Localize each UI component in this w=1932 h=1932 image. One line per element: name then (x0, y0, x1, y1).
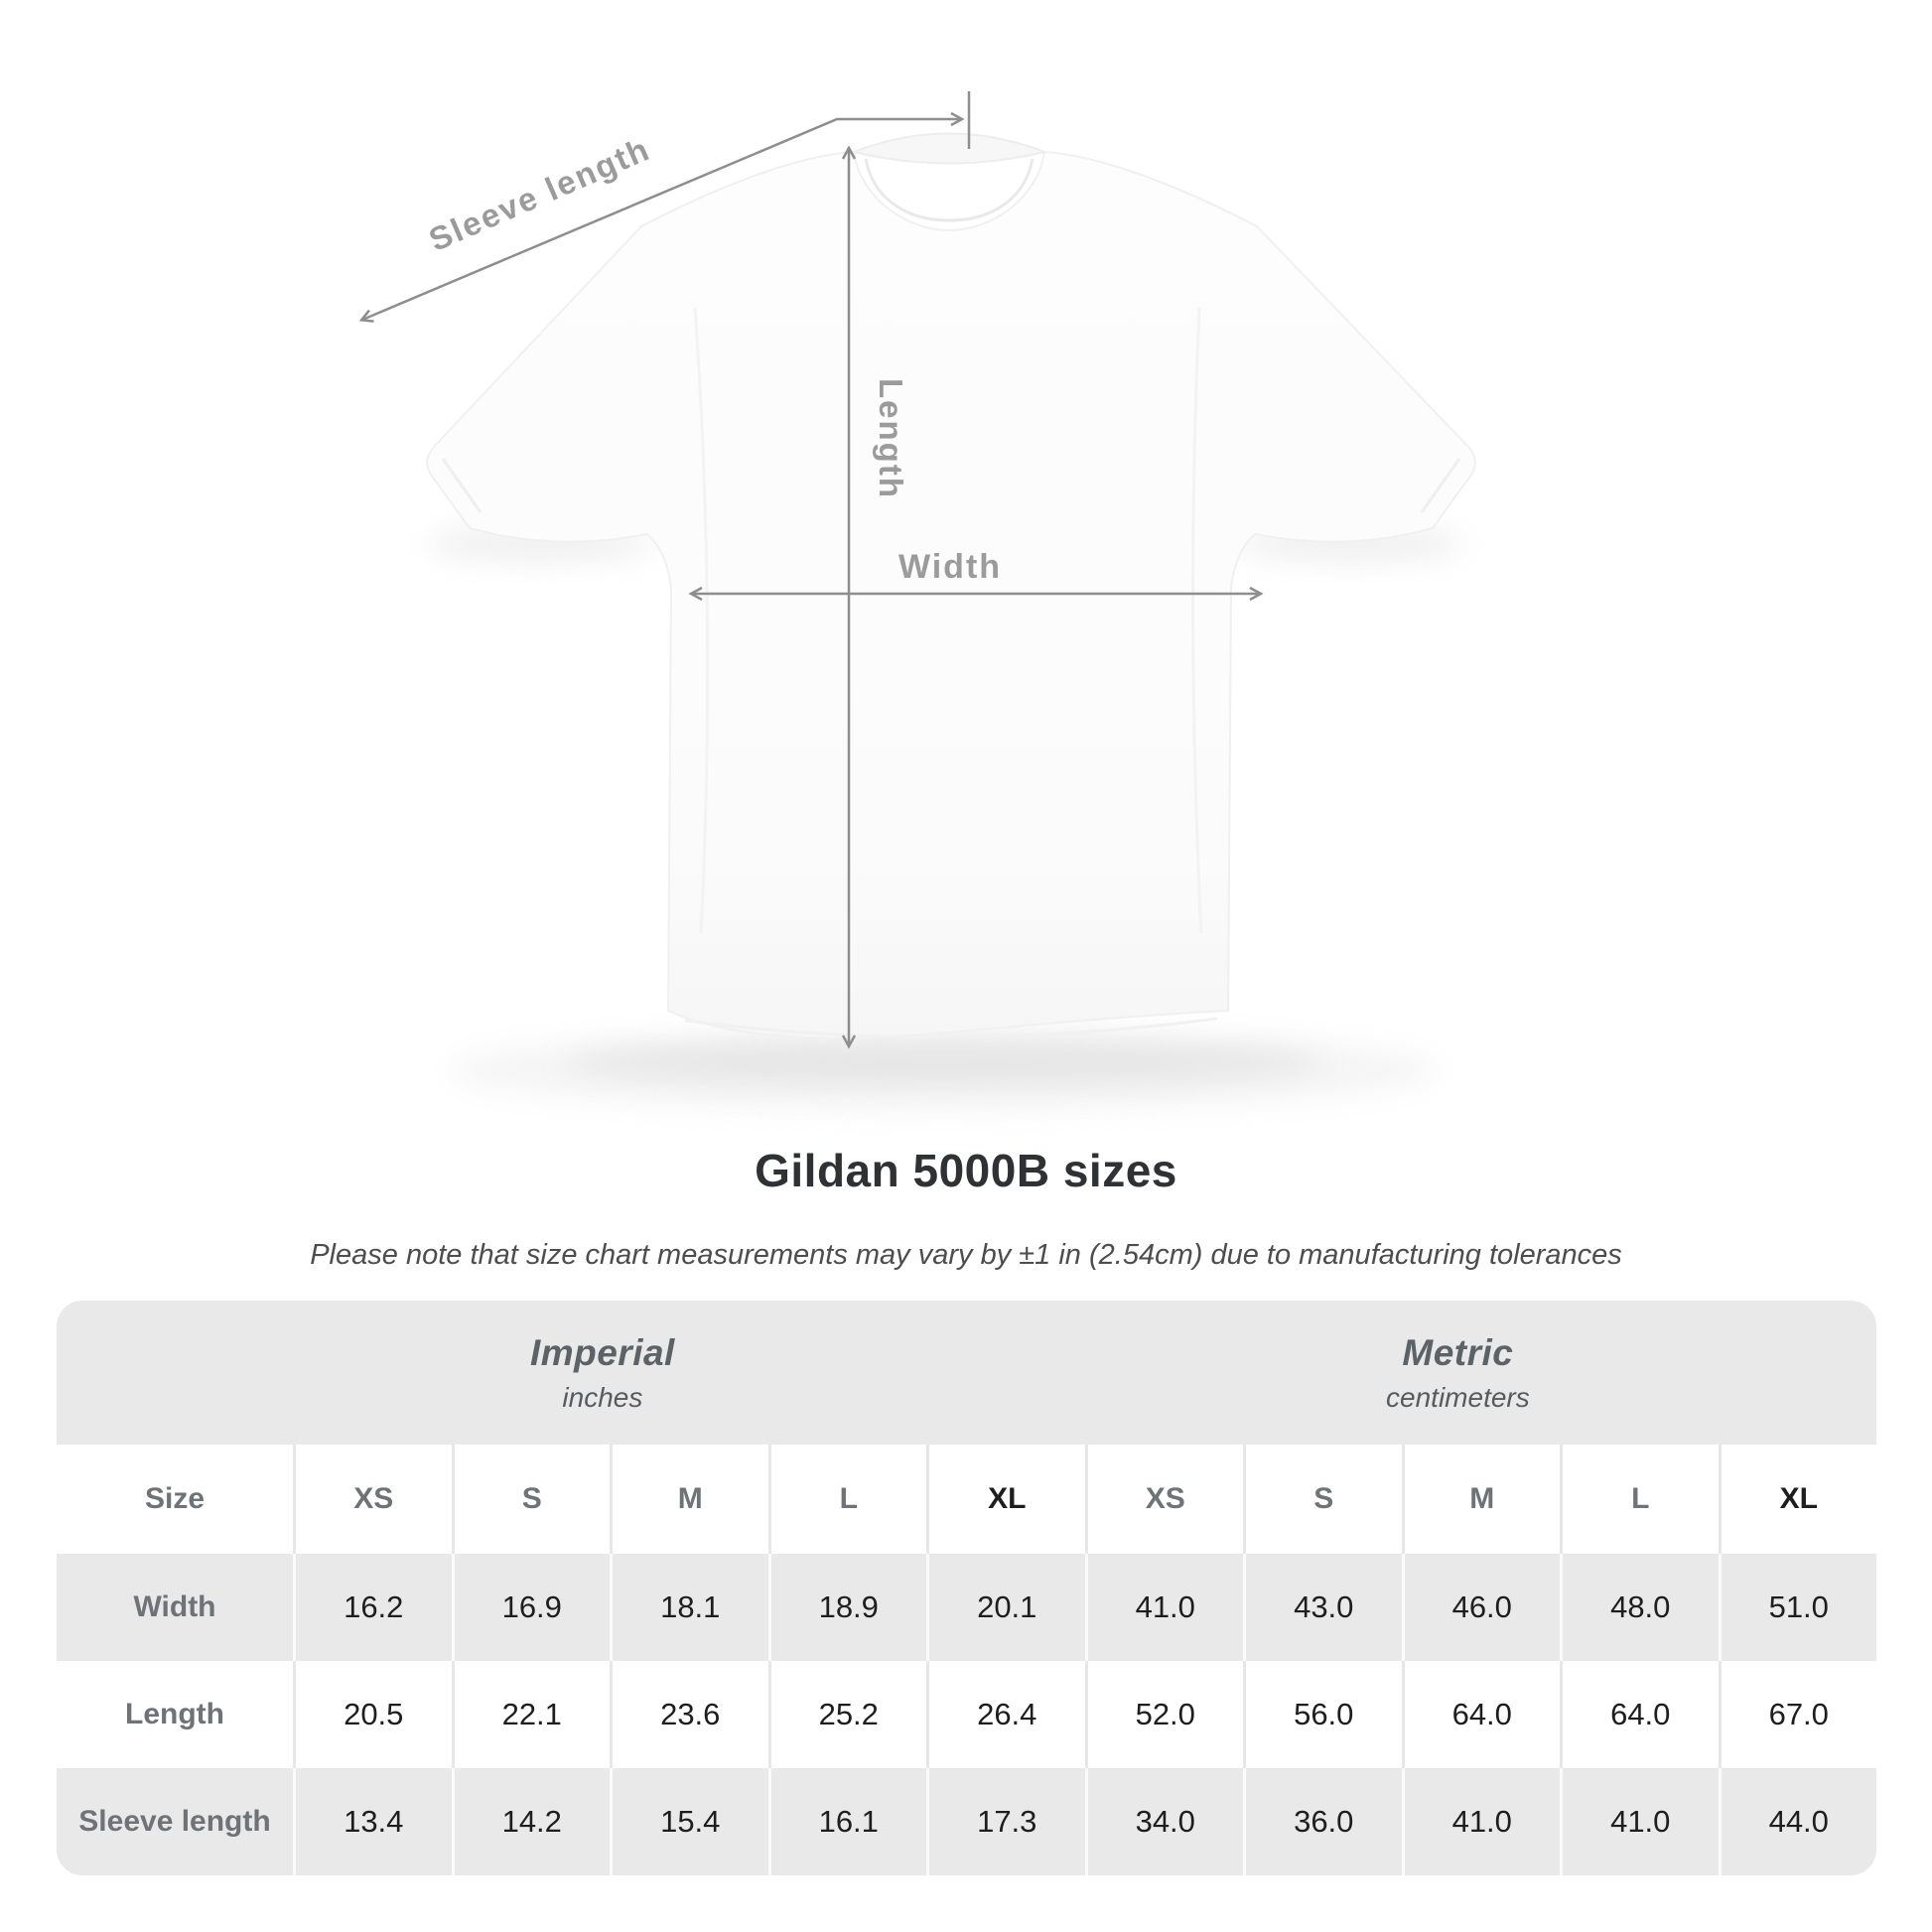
table-row-width: Width 16.2 16.9 18.1 18.9 20.1 41.0 43.0 46.0 48.… (57, 1554, 1876, 1661)
size-header-imperial-m: M (610, 1445, 768, 1554)
size-col-header: Size (144, 1482, 206, 1515)
table-row-length: Length 20.5 22.1 23.6 25.2 26.4 52.0 56.0 64.0 64… (57, 1661, 1876, 1768)
measurement-value: 64.0 (1560, 1661, 1719, 1768)
measurement-value: 44.0 (1718, 1768, 1877, 1875)
tshirt-body (426, 150, 1476, 1039)
width-label: Width (898, 548, 1002, 586)
unit-band: Imperial inches Metric centimeters (57, 1301, 1876, 1445)
measurement-value: 41.0 (1084, 1554, 1244, 1661)
size-table: Imperial inches Metric centimeters Size X… (57, 1301, 1876, 1875)
size-header-metric-s: S (1243, 1445, 1402, 1554)
size-header-metric-xs: XS (1084, 1445, 1244, 1554)
measurement-value: 15.4 (610, 1768, 768, 1875)
metric-label: Metric (1402, 1331, 1514, 1373)
measurement-value: 67.0 (1718, 1661, 1877, 1768)
size-header-imperial-l: L (767, 1445, 927, 1554)
size-header-imperial-s: S (451, 1445, 611, 1554)
metric-unit: centimeters (1386, 1381, 1530, 1413)
measurement-value: 26.4 (926, 1661, 1085, 1768)
measurement-value: 23.6 (610, 1661, 768, 1768)
measurement-value: 41.0 (1560, 1768, 1719, 1875)
measurement-value: 18.9 (767, 1554, 927, 1661)
imperial-label: Imperial (529, 1331, 675, 1373)
measurement-value: 16.9 (451, 1554, 611, 1661)
measurement-value: 41.0 (1401, 1768, 1561, 1875)
page-title: Gildan 5000B sizes (755, 1145, 1177, 1196)
measurement-value: 36.0 (1243, 1768, 1402, 1875)
measurement-value: 14.2 (451, 1768, 611, 1875)
measurement-value: 20.5 (293, 1661, 452, 1768)
measurement-value: 25.2 (767, 1661, 927, 1768)
size-header-metric-l: L (1560, 1445, 1719, 1554)
sleeve-length-arrow (362, 91, 971, 320)
measurement-value: 46.0 (1401, 1554, 1561, 1661)
size-table-grid: Size XS S M L XL XS S M L XL Width 16.2 16.9 18.1 18.9 2… (57, 1445, 1876, 1875)
imperial-unit: inches (562, 1381, 643, 1413)
measurement-value: 17.3 (926, 1768, 1085, 1875)
unit-group-imperial: Imperial inches (129, 1301, 1075, 1445)
measurement-value: 20.1 (926, 1554, 1085, 1661)
measurement-value: 51.0 (1718, 1554, 1877, 1661)
row-label: Width (133, 1590, 216, 1623)
tshirt-measurement-diagram: Sleeve length Length Width (0, 91, 1476, 1110)
size-header-metric-m: M (1401, 1445, 1561, 1554)
measurement-value: 16.2 (293, 1554, 452, 1661)
size-header-imperial-xl: XL (926, 1445, 1085, 1554)
row-label: Length (125, 1698, 224, 1730)
size-header-imperial-xs: XS (293, 1445, 452, 1554)
row-label: Sleeve length (78, 1805, 271, 1838)
tshirt-collar-back (850, 132, 1048, 165)
measurement-value: 52.0 (1084, 1661, 1244, 1768)
measurement-value: 56.0 (1243, 1661, 1402, 1768)
measurement-value: 48.0 (1560, 1554, 1719, 1661)
table-row-sleeve-length: Sleeve length 13.4 14.2 15.4 16.1 17.3 34.0 36.… (57, 1768, 1876, 1875)
unit-group-metric: Metric centimeters (1075, 1301, 1840, 1445)
length-label: Length (873, 378, 909, 499)
sleeve-length-label: Sleeve length (424, 130, 656, 258)
measurement-value: 43.0 (1243, 1554, 1402, 1661)
measurement-value: 34.0 (1084, 1768, 1244, 1875)
measurement-value: 22.1 (451, 1661, 611, 1768)
measurement-value: 64.0 (1401, 1661, 1561, 1768)
measurement-value: 13.4 (293, 1768, 452, 1875)
measurement-value: 16.1 (767, 1768, 927, 1875)
measurement-value: 18.1 (610, 1554, 768, 1661)
tolerance-note: Please note that size chart measurements… (310, 1239, 1622, 1271)
size-header-row: Size XS S M L XL XS S M L XL (57, 1445, 1876, 1554)
tshirt-details (441, 158, 1461, 1038)
size-header-metric-xl: XL (1718, 1445, 1877, 1554)
